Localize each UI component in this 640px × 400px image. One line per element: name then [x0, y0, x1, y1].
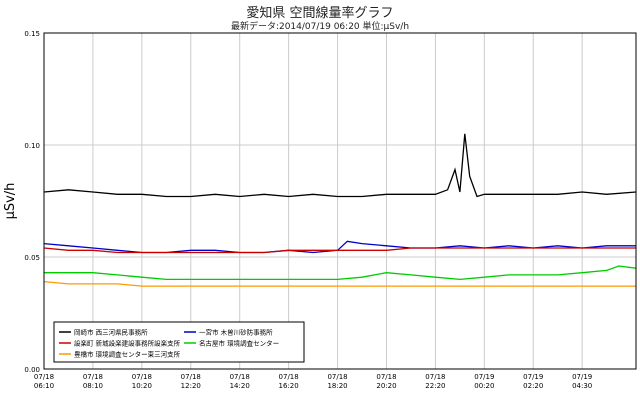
series-line-0: [43, 133, 637, 198]
y-axis-label: μSv/h: [3, 183, 18, 220]
x-tick-time: 10:20: [132, 382, 152, 390]
x-tick-date: 07/18: [181, 373, 201, 381]
x-tick-time: 18:20: [327, 382, 347, 390]
x-tick-time: 02:20: [523, 382, 543, 390]
legend-entry: 名古屋市 環境調査センター: [199, 339, 279, 348]
legend-box: [53, 321, 305, 363]
y-axis: 0.00 0.05 0.10 0.15: [24, 30, 40, 374]
x-tick-time: 06:10: [34, 382, 54, 390]
grid-lines: [43, 32, 636, 370]
chart-title: 愛知県 空間線量率グラフ: [246, 6, 394, 21]
series-line-2: [43, 247, 636, 254]
y-tick-label: 0.00: [24, 366, 40, 374]
y-tick-label: 0.15: [24, 30, 40, 38]
legend-entry: 一宮市 木曽川砂防事務所: [199, 328, 273, 337]
series-line-4: [43, 280, 636, 287]
x-tick-time: 08:10: [83, 382, 103, 390]
x-tick-date: 07/18: [230, 373, 250, 381]
x-axis: 07/1806:1007/1808:1007/1810:2007/1812:20…: [34, 373, 592, 390]
x-tick-time: 14:20: [230, 382, 250, 390]
x-tick-date: 07/18: [34, 373, 54, 381]
series-line-3: [44, 265, 637, 281]
x-tick-date: 07/18: [327, 373, 347, 381]
x-tick-time: 04:30: [572, 382, 592, 390]
y-tick-label: 0.05: [24, 254, 40, 262]
series-layer: [43, 133, 637, 287]
legend-entry: 設楽町 新城設楽建設事務所設楽支所: [74, 339, 181, 348]
x-tick-time: 16:20: [279, 382, 299, 390]
x-tick-time: 12:20: [181, 382, 201, 390]
x-tick-date: 07/18: [425, 373, 445, 381]
x-tick-time: 00:20: [474, 382, 494, 390]
x-tick-date: 07/19: [474, 373, 494, 381]
x-tick-time: 20:20: [376, 382, 396, 390]
x-tick-date: 07/18: [132, 373, 152, 381]
x-tick-date: 07/19: [572, 373, 592, 381]
x-tick-time: 22:20: [425, 382, 445, 390]
plot-area: [43, 32, 637, 370]
x-tick-date: 07/19: [523, 373, 543, 381]
legend-entry: 豊橋市 環境調査センター東三河支所: [74, 350, 181, 359]
x-tick-date: 07/18: [279, 373, 299, 381]
legend-entry: 岡崎市 西三河県民事務所: [74, 328, 148, 337]
chart-subtitle: 最新データ:2014/07/19 06:20 単位:μSv/h: [230, 22, 410, 32]
x-tick-date: 07/18: [83, 373, 103, 381]
y-tick-label: 0.10: [24, 142, 40, 150]
x-tick-date: 07/18: [376, 373, 396, 381]
